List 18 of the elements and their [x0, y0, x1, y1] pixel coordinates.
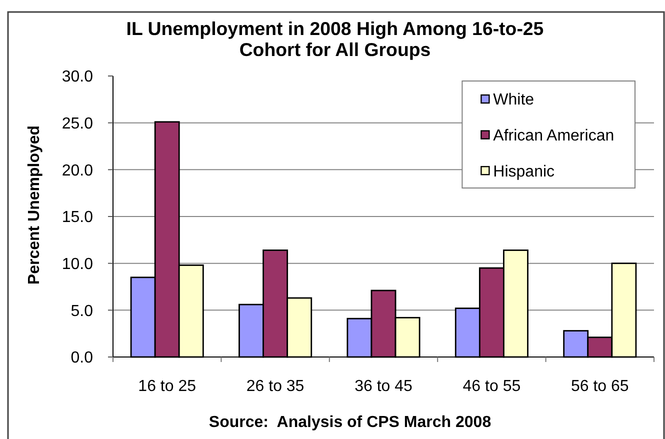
- x-tick-label: 56 to 65: [570, 378, 629, 395]
- x-tick-label: 16 to 25: [138, 378, 196, 395]
- y-tick-label: 15.0: [62, 209, 94, 226]
- source-note: Source: Analysis of CPS March 2008: [208, 414, 492, 431]
- y-tick-label: 25.0: [62, 116, 94, 133]
- y-tick-label: 0.0: [70, 350, 94, 367]
- legend-label: Hispanic: [493, 163, 555, 180]
- legend-label: White: [493, 92, 534, 109]
- legend-label: African American: [493, 128, 614, 144]
- y-tick-label: 30.0: [62, 68, 94, 86]
- y-tick-label: 20.0: [62, 162, 94, 180]
- y-tick-label: 5.0: [70, 302, 94, 320]
- x-tick-label: 46 to 55: [462, 378, 521, 395]
- chart-title: IL Unemployment in 2008 High Among 16-to-25 Cohort for All Groups: [126, 18, 544, 60]
- x-tick-label: 26 to 35: [246, 378, 304, 395]
- y-axis-title: Percent Unemployed: [26, 125, 43, 285]
- y-tick-label: 10.0: [62, 256, 94, 274]
- x-tick-label: 36 to 45: [354, 378, 413, 395]
